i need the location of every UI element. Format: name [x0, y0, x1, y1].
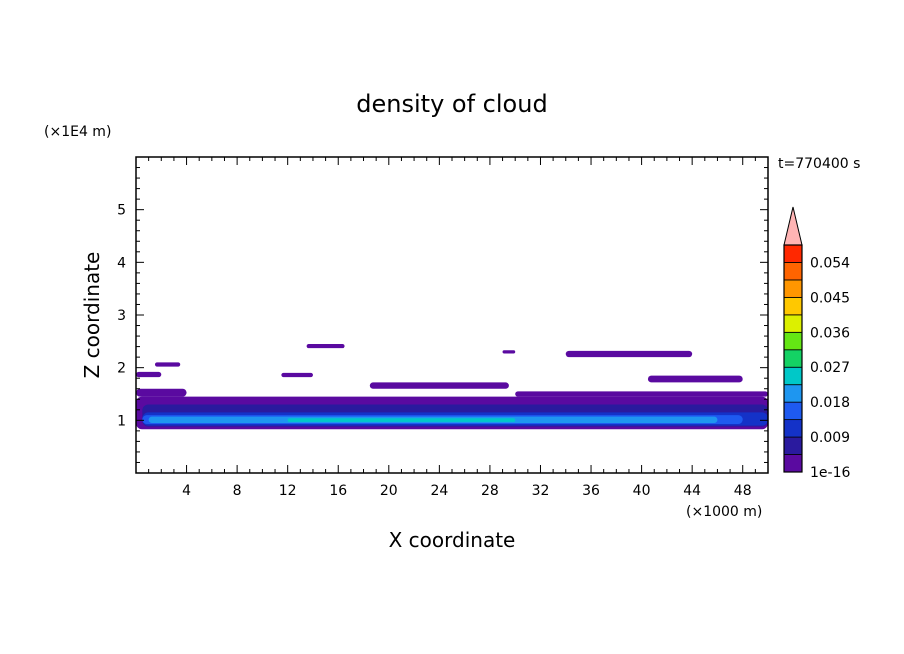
colorbar-label: 0.009 — [810, 430, 850, 446]
x-tick-label: 32 — [532, 483, 550, 499]
chart-title: density of cloud — [356, 90, 547, 118]
x-unit-label: (×1000 m) — [686, 504, 762, 520]
colorbar-band-12 — [783, 244, 803, 263]
x-tick-label: 8 — [233, 483, 242, 499]
x-tick-label: 24 — [430, 483, 448, 499]
colorbar-band-9 — [783, 296, 803, 316]
y-tick-label: 4 — [117, 255, 126, 271]
density-region-15 — [502, 350, 516, 354]
colorbar-band-7 — [783, 331, 803, 351]
x-tick-label: 40 — [633, 483, 651, 499]
density-region-13 — [306, 343, 345, 349]
colorbar-band-10 — [783, 279, 803, 298]
colorbar-frame — [783, 244, 803, 473]
density-region-11 — [281, 372, 313, 378]
density-region-12 — [154, 362, 181, 367]
colorbar-label: 0.036 — [810, 325, 850, 341]
density-region-7 — [515, 391, 768, 397]
density-region-14 — [565, 350, 693, 358]
colorbar-band-8 — [783, 314, 803, 333]
colorbar-label: 0.045 — [810, 290, 850, 306]
x-axis-label: X coordinate — [389, 528, 516, 552]
colorbar-band-0 — [783, 454, 803, 473]
density-region-5 — [287, 418, 516, 422]
density-region-6 — [136, 388, 187, 397]
colorbar-band-5 — [783, 366, 803, 386]
y-tick-label: 1 — [117, 413, 126, 429]
density-region-10 — [136, 371, 162, 378]
colorbar-band-11 — [783, 262, 803, 281]
colorbar-band-4 — [783, 384, 803, 403]
colorbar-band-2 — [783, 419, 803, 438]
y-tick-label: 2 — [117, 361, 126, 377]
y-axis-ticks: 1 2 3 4 5 — [117, 167, 768, 463]
x-tick-label: 16 — [329, 483, 347, 499]
colorbar: 1e-16 0.009 0.018 0.027 0.036 0.045 0.054 — [783, 206, 850, 481]
density-region-8 — [369, 382, 509, 389]
x-tick-label: 20 — [380, 483, 398, 499]
time-label: t=770400 s — [778, 156, 860, 172]
colorbar-label: 1e-16 — [810, 465, 850, 481]
x-tick-label: 48 — [734, 483, 752, 499]
colorbar-label: 0.018 — [810, 395, 850, 411]
colorbar-band-3 — [783, 401, 803, 421]
colorbar-extend-arrow — [783, 206, 803, 246]
colorbar-label: 0.054 — [810, 255, 850, 271]
x-tick-label: 44 — [683, 483, 701, 499]
y-axis-label: Z coordinate — [80, 252, 104, 379]
y-tick-label: 5 — [117, 203, 126, 219]
colorbar-band-1 — [783, 436, 803, 455]
density-region-9 — [647, 375, 743, 383]
x-tick-label: 36 — [582, 483, 600, 499]
x-axis-ticks: 4 8 12 16 20 24 28 32 36 40 44 48 — [148, 157, 756, 499]
colorbar-band-6 — [783, 349, 803, 368]
cloud-density-field — [136, 343, 768, 430]
x-tick-label: 28 — [481, 483, 499, 499]
y-tick-label: 3 — [117, 308, 126, 324]
y-unit-label: (×1E4 m) — [44, 124, 111, 140]
x-tick-label: 12 — [279, 483, 297, 499]
colorbar-label: 0.027 — [810, 360, 850, 376]
x-tick-label: 4 — [182, 483, 191, 499]
